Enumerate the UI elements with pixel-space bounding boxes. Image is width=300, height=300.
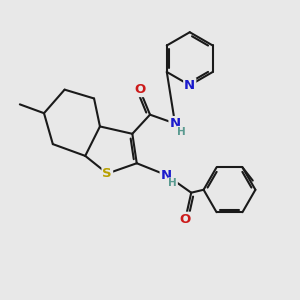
Text: N: N (184, 79, 195, 92)
Text: N: N (160, 169, 172, 182)
Text: N: N (169, 117, 181, 130)
Text: H: H (177, 127, 186, 137)
Text: S: S (103, 167, 112, 180)
Text: H: H (168, 178, 177, 188)
Text: O: O (180, 213, 191, 226)
Text: O: O (134, 83, 145, 96)
